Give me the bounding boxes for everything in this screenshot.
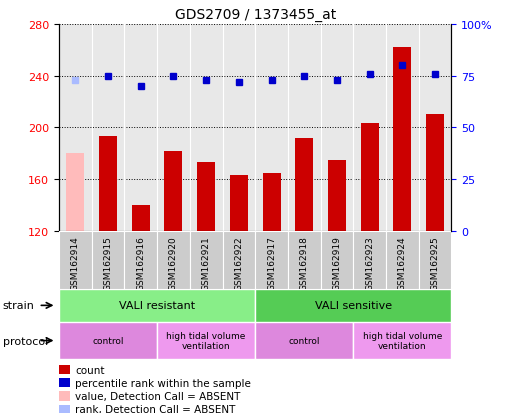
Text: VALI sensitive: VALI sensitive: [315, 301, 392, 311]
Text: GSM162918: GSM162918: [300, 236, 309, 291]
Bar: [59, 378, 70, 387]
Bar: [321, 231, 353, 289]
Bar: [263, 173, 281, 231]
Text: count: count: [75, 365, 105, 375]
Text: GSM162922: GSM162922: [234, 236, 243, 290]
Text: protocol: protocol: [3, 336, 48, 346]
Bar: [255, 322, 353, 359]
Text: control: control: [288, 336, 320, 345]
Bar: [59, 365, 70, 374]
Bar: [255, 289, 451, 322]
Text: GSM162914: GSM162914: [71, 236, 80, 290]
Text: control: control: [92, 336, 124, 345]
Text: GSM162921: GSM162921: [202, 236, 211, 290]
Text: GSM162917: GSM162917: [267, 236, 276, 291]
Text: rank, Detection Call = ABSENT: rank, Detection Call = ABSENT: [75, 404, 236, 413]
Text: strain: strain: [3, 301, 34, 311]
Text: GSM162924: GSM162924: [398, 236, 407, 290]
Bar: [99, 137, 117, 231]
Bar: [124, 231, 157, 289]
Bar: [353, 322, 451, 359]
Bar: [223, 231, 255, 289]
Bar: [230, 176, 248, 231]
Bar: [288, 231, 321, 289]
Text: GSM162923: GSM162923: [365, 236, 374, 290]
Bar: [66, 154, 84, 231]
Bar: [393, 48, 411, 231]
Bar: [426, 115, 444, 231]
Bar: [419, 231, 451, 289]
Bar: [59, 289, 255, 322]
Bar: [295, 138, 313, 231]
Text: percentile rank within the sample: percentile rank within the sample: [75, 378, 251, 388]
Text: VALI resistant: VALI resistant: [119, 301, 195, 311]
Bar: [59, 405, 70, 413]
Bar: [190, 231, 223, 289]
Bar: [59, 231, 92, 289]
Text: GSM162916: GSM162916: [136, 236, 145, 291]
Bar: [197, 163, 215, 231]
Bar: [59, 392, 70, 401]
Bar: [59, 322, 157, 359]
Bar: [157, 322, 255, 359]
Text: GSM162919: GSM162919: [332, 236, 342, 291]
Bar: [255, 231, 288, 289]
Text: GSM162925: GSM162925: [430, 236, 440, 290]
Bar: [386, 231, 419, 289]
Title: GDS2709 / 1373455_at: GDS2709 / 1373455_at: [174, 8, 336, 22]
Bar: [157, 231, 190, 289]
Text: GSM162920: GSM162920: [169, 236, 178, 290]
Bar: [132, 205, 150, 231]
Text: GSM162915: GSM162915: [104, 236, 112, 291]
Text: value, Detection Call = ABSENT: value, Detection Call = ABSENT: [75, 391, 241, 401]
Bar: [92, 231, 125, 289]
Bar: [328, 160, 346, 231]
Text: high tidal volume
ventilation: high tidal volume ventilation: [167, 331, 246, 350]
Bar: [165, 151, 183, 231]
Text: high tidal volume
ventilation: high tidal volume ventilation: [363, 331, 442, 350]
Bar: [353, 231, 386, 289]
Bar: [361, 124, 379, 231]
